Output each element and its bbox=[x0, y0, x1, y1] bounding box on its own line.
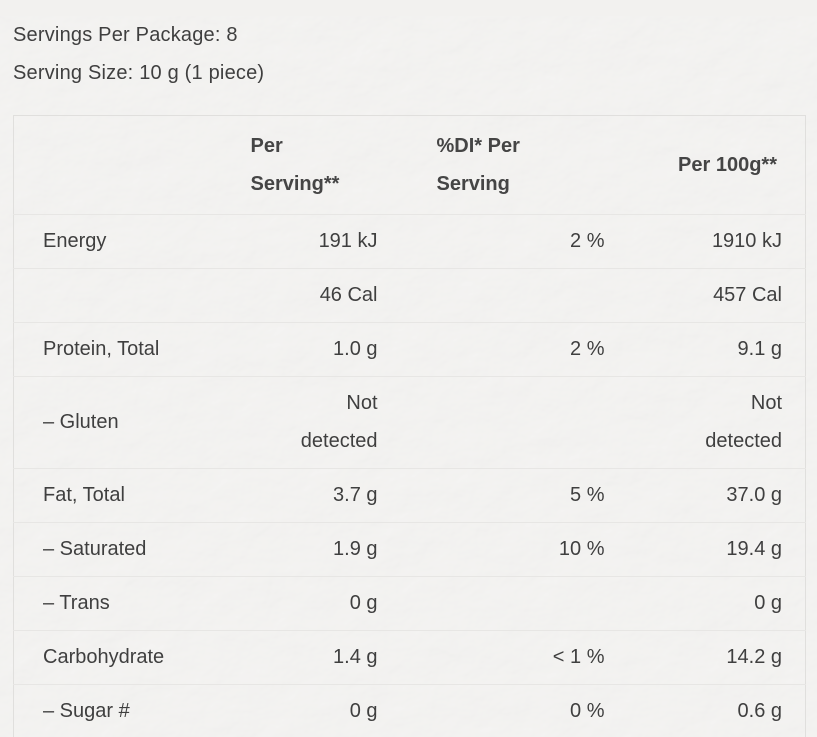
per-serving-value: Not detected bbox=[300, 392, 378, 452]
table-row-protein: Protein, Total 1.0 g 2 % 9.1 g bbox=[13, 322, 806, 377]
table-row-gluten: – Gluten Not detected Not detected bbox=[13, 376, 806, 469]
serving-info: Servings Per Package: 8 Serving Size: 10… bbox=[13, 16, 817, 92]
row-label-cell bbox=[13, 268, 234, 323]
di-per-serving-cell bbox=[391, 376, 614, 469]
col-header-di-per-serving-label: %DI* Per Serving bbox=[436, 135, 520, 195]
table-row-energy: Energy 191 kJ 2 % 1910 kJ bbox=[13, 214, 806, 269]
per-100g-cell: 0.6 g bbox=[613, 684, 806, 737]
di-per-serving-cell: 2 % bbox=[391, 214, 614, 269]
di-per-serving-cell: 0 % bbox=[391, 684, 614, 737]
table-row-fat: Fat, Total 3.7 g 5 % 37.0 g bbox=[13, 468, 806, 523]
row-label-cell: – Gluten bbox=[13, 376, 234, 469]
per-100g-cell: 1910 kJ bbox=[613, 214, 806, 269]
header-row: Per Serving** %DI* Per Serving Per 100g*… bbox=[13, 115, 806, 215]
col-header-per-100g: Per 100g** bbox=[613, 115, 806, 215]
di-per-serving-cell: 5 % bbox=[391, 468, 614, 523]
nutrition-table: Per Serving** %DI* Per Serving Per 100g*… bbox=[13, 115, 806, 737]
per-serving-cell: 46 Cal bbox=[233, 268, 392, 323]
per-100g-cell: 9.1 g bbox=[613, 322, 806, 377]
per-serving-cell: 1.9 g bbox=[233, 522, 392, 577]
row-label-cell: Energy bbox=[13, 214, 234, 269]
per-100g-cell: 0 g bbox=[613, 576, 806, 631]
row-label-cell: Fat, Total bbox=[13, 468, 234, 523]
per-100g-cell: 457 Cal bbox=[613, 268, 806, 323]
nutrition-panel: Servings Per Package: 8 Serving Size: 10… bbox=[0, 16, 817, 737]
table-row-trans: – Trans 0 g 0 g bbox=[13, 576, 806, 631]
row-label-cell: – Trans bbox=[13, 576, 234, 631]
per-serving-cell: Not detected bbox=[233, 376, 392, 469]
per-100g-cell: Not detected bbox=[613, 376, 806, 469]
row-label-cell: – Sugar # bbox=[13, 684, 234, 737]
per-100g-cell: 37.0 g bbox=[613, 468, 806, 523]
per-serving-cell: 1.0 g bbox=[233, 322, 392, 377]
row-label-cell: – Saturated bbox=[13, 522, 234, 577]
per-serving-cell: 1.4 g bbox=[233, 630, 392, 685]
row-label-cell: Protein, Total bbox=[13, 322, 234, 377]
per-serving-cell: 0 g bbox=[233, 576, 392, 631]
per-serving-cell: 191 kJ bbox=[233, 214, 392, 269]
col-header-per-serving-label: Per Serving** bbox=[250, 135, 340, 195]
per-100g-cell: 14.2 g bbox=[613, 630, 806, 685]
col-header-di-per-serving: %DI* Per Serving bbox=[391, 115, 614, 215]
di-per-serving-cell: < 1 % bbox=[391, 630, 614, 685]
di-per-serving-cell bbox=[391, 576, 614, 631]
per-serving-cell: 3.7 g bbox=[233, 468, 392, 523]
serving-size-text: Serving Size: 10 g (1 piece) bbox=[13, 62, 265, 84]
table-row-sugar: – Sugar # 0 g 0 % 0.6 g bbox=[13, 684, 806, 737]
col-header-blank bbox=[13, 115, 234, 215]
di-per-serving-cell: 2 % bbox=[391, 322, 614, 377]
table-row-energy-cal: 46 Cal 457 Cal bbox=[13, 268, 806, 323]
col-header-per-100g-label: Per 100g** bbox=[678, 154, 777, 176]
row-label-cell: Carbohydrate bbox=[13, 630, 234, 685]
col-header-per-serving: Per Serving** bbox=[233, 115, 392, 215]
per-100g-value: Not detected bbox=[705, 392, 782, 452]
table-row-saturated: – Saturated 1.9 g 10 % 19.4 g bbox=[13, 522, 806, 577]
per-serving-cell: 0 g bbox=[233, 684, 392, 737]
servings-per-package-text: Servings Per Package: 8 bbox=[13, 24, 238, 46]
di-per-serving-cell bbox=[391, 268, 614, 323]
per-100g-cell: 19.4 g bbox=[613, 522, 806, 577]
table-row-carbohydrate: Carbohydrate 1.4 g < 1 % 14.2 g bbox=[13, 630, 806, 685]
di-per-serving-cell: 10 % bbox=[391, 522, 614, 577]
